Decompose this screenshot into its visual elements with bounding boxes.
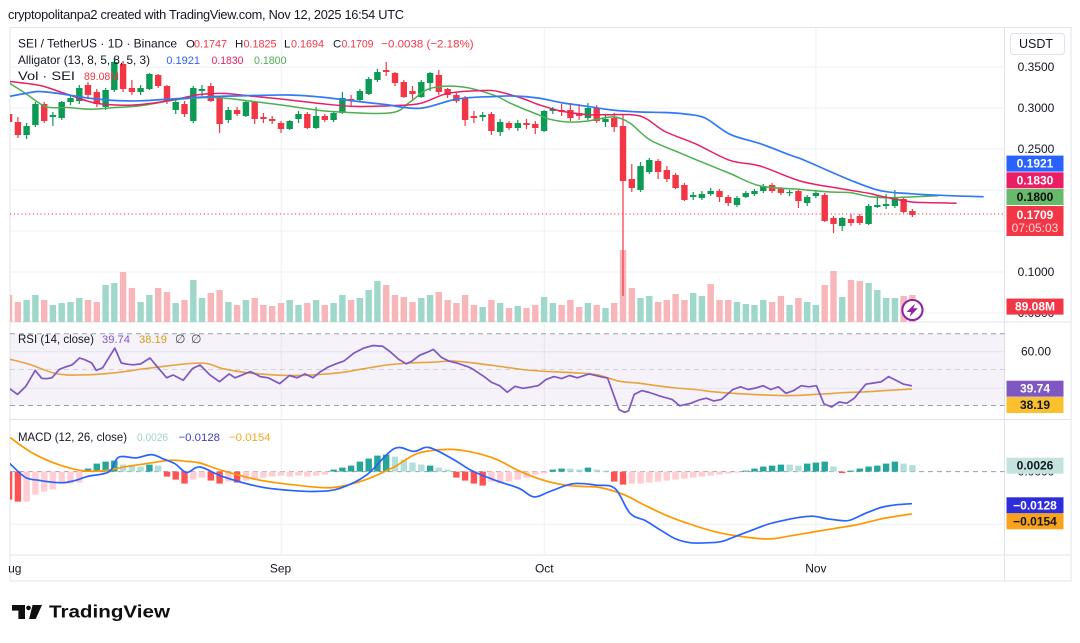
svg-text:Oct: Oct (535, 562, 554, 576)
svg-text:0.3000: 0.3000 (1018, 101, 1055, 115)
svg-text:C: C (333, 39, 341, 51)
svg-text:89.08M: 89.08M (1015, 300, 1055, 314)
svg-text:0.1800: 0.1800 (1017, 190, 1054, 204)
svg-text:39.74: 39.74 (102, 334, 130, 346)
svg-text:USDT: USDT (1019, 37, 1053, 51)
svg-text:0.1747: 0.1747 (194, 39, 227, 51)
svg-text:38.19: 38.19 (139, 334, 167, 346)
svg-text:−0.0154: −0.0154 (1013, 514, 1057, 528)
svg-text:∅: ∅ (175, 332, 185, 346)
svg-text:0.1709: 0.1709 (342, 39, 374, 51)
svg-text:Vol · SEI: Vol · SEI (18, 69, 75, 83)
svg-text:0.1921: 0.1921 (1017, 157, 1054, 171)
svg-text:MACD (12, 26, close): MACD (12, 26, close) (18, 430, 127, 444)
svg-text:SEI / TetherUS · 1D · Binance: SEI / TetherUS · 1D · Binance (18, 37, 177, 51)
svg-text:Aug: Aug (0, 562, 21, 576)
svg-text:TradingView: TradingView (49, 602, 170, 622)
svg-text:H: H (235, 39, 243, 51)
svg-text:L: L (284, 39, 290, 51)
svg-text:0.2500: 0.2500 (1018, 142, 1055, 156)
svg-text:0.1000: 0.1000 (1018, 265, 1055, 279)
svg-text:0.1800: 0.1800 (254, 55, 287, 67)
svg-text:39.74: 39.74 (1020, 382, 1050, 396)
svg-text:0.3500: 0.3500 (1018, 60, 1055, 74)
svg-text:0.1694: 0.1694 (291, 39, 324, 51)
svg-text:0.1825: 0.1825 (244, 39, 277, 51)
svg-text:0.0026: 0.0026 (137, 432, 168, 444)
svg-text:38.19: 38.19 (1020, 398, 1050, 412)
svg-text:60.00: 60.00 (1021, 345, 1051, 359)
svg-text:Nov: Nov (805, 562, 826, 576)
svg-text:−0.0154: −0.0154 (229, 432, 271, 444)
svg-text:89.08M: 89.08M (84, 71, 119, 83)
svg-text:cryptopolitanpa2 created with: cryptopolitanpa2 created with TradingVie… (8, 7, 404, 22)
svg-text:O: O (186, 39, 195, 51)
svg-text:Sep: Sep (270, 562, 292, 576)
svg-text:07:05:03: 07:05:03 (1012, 221, 1059, 235)
svg-text:−0.0038 (−2.18%): −0.0038 (−2.18%) (381, 39, 473, 51)
svg-text:Alligator (13, 8, 5, 8, 5, 3): Alligator (13, 8, 5, 8, 5, 3) (18, 53, 150, 67)
svg-text:RSI (14, close): RSI (14, close) (18, 332, 94, 346)
svg-text:0.1921: 0.1921 (166, 55, 200, 67)
svg-text:∅: ∅ (191, 332, 201, 346)
svg-text:0.1830: 0.1830 (212, 55, 244, 67)
svg-text:0.0026: 0.0026 (1017, 459, 1054, 473)
svg-text:0.1709: 0.1709 (1017, 208, 1054, 222)
svg-text:−0.0128: −0.0128 (1013, 498, 1057, 512)
svg-text:−0.0128: −0.0128 (179, 432, 221, 444)
svg-text:0.1830: 0.1830 (1017, 173, 1054, 187)
